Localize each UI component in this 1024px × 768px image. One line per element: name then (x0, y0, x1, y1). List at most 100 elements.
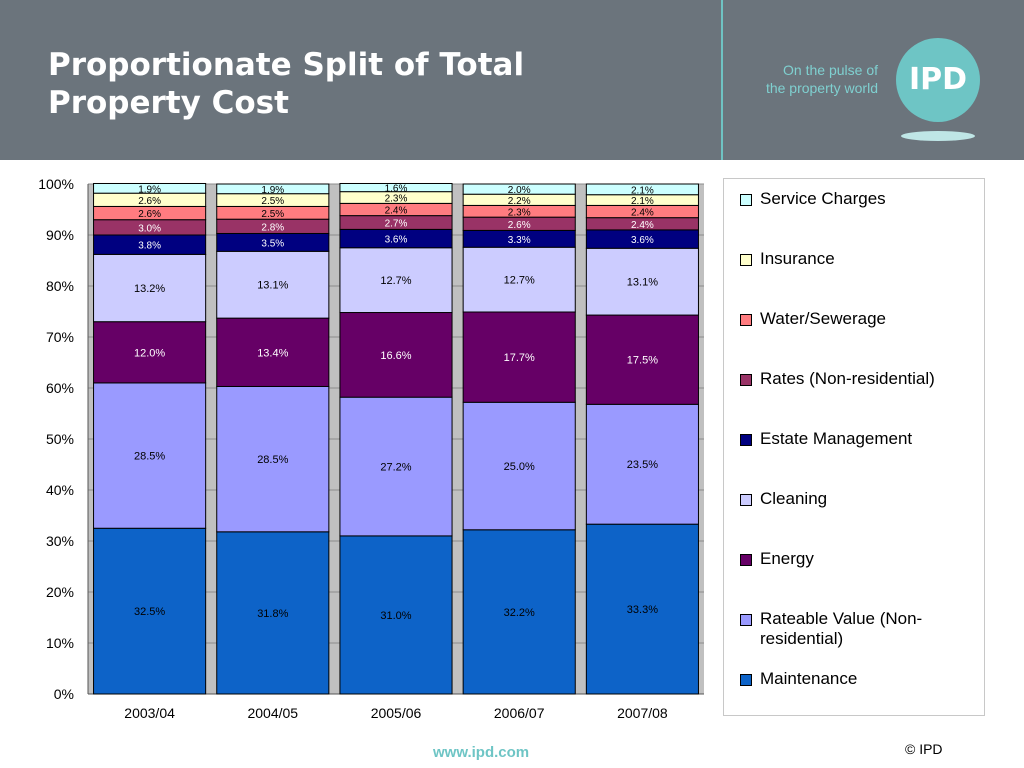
y-tick-label: 60% (46, 380, 74, 396)
data-label: 16.6% (380, 350, 411, 362)
x-tick-label: 2004/05 (247, 705, 298, 721)
bar-segment (216, 531, 330, 695)
data-label: 3.8% (138, 241, 161, 252)
bar-segment (462, 246, 576, 313)
x-tick-label: 2006/07 (494, 705, 545, 721)
legend-item: Water/Sewerage (740, 309, 975, 329)
page-title-line-1: Proportionate Split of Total (48, 47, 525, 83)
legend-swatch (740, 554, 752, 566)
data-label: 2.2% (508, 196, 531, 207)
y-tick-label: 90% (46, 227, 74, 243)
page-title: Proportionate Split of Total Property Co… (48, 46, 648, 122)
y-tick-label: 10% (46, 635, 74, 651)
data-label: 2.1% (631, 185, 654, 196)
data-label: 12.7% (380, 275, 411, 287)
bar-segment (216, 183, 330, 195)
data-label: 12.0% (134, 347, 165, 359)
y-tick-label: 0% (54, 686, 74, 702)
legend-item: Service Charges (740, 189, 975, 209)
legend-item: Rates (Non-​residential) (740, 369, 975, 389)
bar-segment (339, 312, 453, 398)
bar-segment (339, 535, 453, 695)
data-label: 28.5% (134, 451, 165, 463)
legend-swatch (740, 194, 752, 206)
logo-reflection (901, 131, 975, 141)
bar-segment (93, 182, 207, 194)
legend-label: Rateable Value (Non-​residential) (760, 609, 923, 648)
data-label: 17.7% (504, 352, 535, 364)
y-tick-label: 30% (46, 533, 74, 549)
legend-item: Rateable Value (Non-​residential) (740, 609, 975, 649)
data-label: 1.9% (261, 185, 284, 196)
footer-url-link[interactable]: www.ipd.com (433, 744, 530, 761)
bar-segment (462, 529, 576, 695)
data-label: 27.2% (380, 462, 411, 474)
data-label: 31.8% (257, 608, 288, 620)
y-tick-label: 20% (46, 584, 74, 600)
y-tick-label: 70% (46, 329, 74, 345)
bar-segment (93, 253, 207, 323)
copyright-text: © IPD (905, 741, 943, 757)
bar-segment (216, 317, 330, 387)
stacked-bar-chart: 0% 10% 20% 30% 40% 50% 60% 70% 80% 90% 100% 32.5% 28… (38, 176, 704, 721)
legend-label: Cleaning (760, 489, 828, 508)
legend-label: Estate Management (760, 429, 913, 448)
bar-segment (462, 183, 576, 195)
data-label: 2.1% (631, 196, 654, 207)
bar-segment (339, 396, 453, 537)
data-label: 3.5% (261, 238, 284, 249)
data-label: 13.4% (257, 347, 288, 359)
data-label: 32.5% (134, 606, 165, 618)
legend-swatch (740, 494, 752, 506)
chart-legend: Service Charges Insurance Water/Sewerage Ra… (723, 178, 985, 716)
tagline-line-2: the property world (765, 80, 878, 96)
data-label: 2.0% (508, 185, 531, 196)
data-label: 1.6% (385, 184, 408, 195)
legend-item: Estate Management (740, 429, 975, 449)
legend-item: Insurance (740, 249, 975, 269)
legend-item: Maintenance (740, 669, 975, 689)
tagline: On the pulse of the property world (728, 61, 878, 97)
data-label: 31.0% (380, 610, 411, 622)
data-label: 2.6% (138, 196, 161, 207)
legend-label: Service Charges (760, 189, 886, 208)
logo-text: IPD (908, 62, 968, 97)
data-label: 2.6% (508, 220, 531, 231)
data-label: 2.7% (385, 219, 408, 230)
data-label: 3.0% (138, 223, 161, 234)
data-label: 33.3% (627, 604, 658, 616)
y-tick-label: 50% (46, 431, 74, 447)
legend-label: Maintenance (760, 669, 858, 688)
legend-swatch (740, 254, 752, 266)
data-label: 28.5% (257, 454, 288, 466)
legend-label: Water/Sewerage (760, 309, 886, 328)
data-label: 1.9% (138, 184, 161, 195)
data-label: 17.5% (627, 355, 658, 367)
bar-segment (585, 183, 699, 196)
y-tick-label: 100% (38, 176, 74, 192)
x-tick-label: 2005/06 (371, 705, 422, 721)
bar-segment (93, 527, 207, 695)
legend-item: Cleaning (740, 489, 975, 509)
y-tick-label: 40% (46, 482, 74, 498)
data-label: 2.4% (385, 206, 408, 217)
bar-segment (585, 403, 699, 525)
data-label: 23.5% (627, 459, 658, 471)
legend-label: Insurance (760, 249, 835, 268)
bar-segment (216, 385, 330, 533)
bar-segment (585, 247, 699, 316)
data-label: 13.1% (257, 280, 288, 292)
ipd-logo: IPD (896, 38, 980, 122)
data-label: 13.1% (627, 277, 658, 289)
data-label: 2.3% (385, 194, 408, 205)
bar-segment (216, 250, 330, 319)
data-label: 2.3% (508, 207, 531, 218)
data-label: 2.4% (631, 220, 654, 231)
data-label: 2.8% (261, 222, 284, 233)
legend-swatch (740, 614, 752, 626)
bar-segment (93, 321, 207, 384)
x-tick-label: 2003/04 (124, 705, 175, 721)
data-label: 32.2% (504, 607, 535, 619)
legend-label: Energy (760, 549, 814, 568)
legend-swatch (740, 314, 752, 326)
